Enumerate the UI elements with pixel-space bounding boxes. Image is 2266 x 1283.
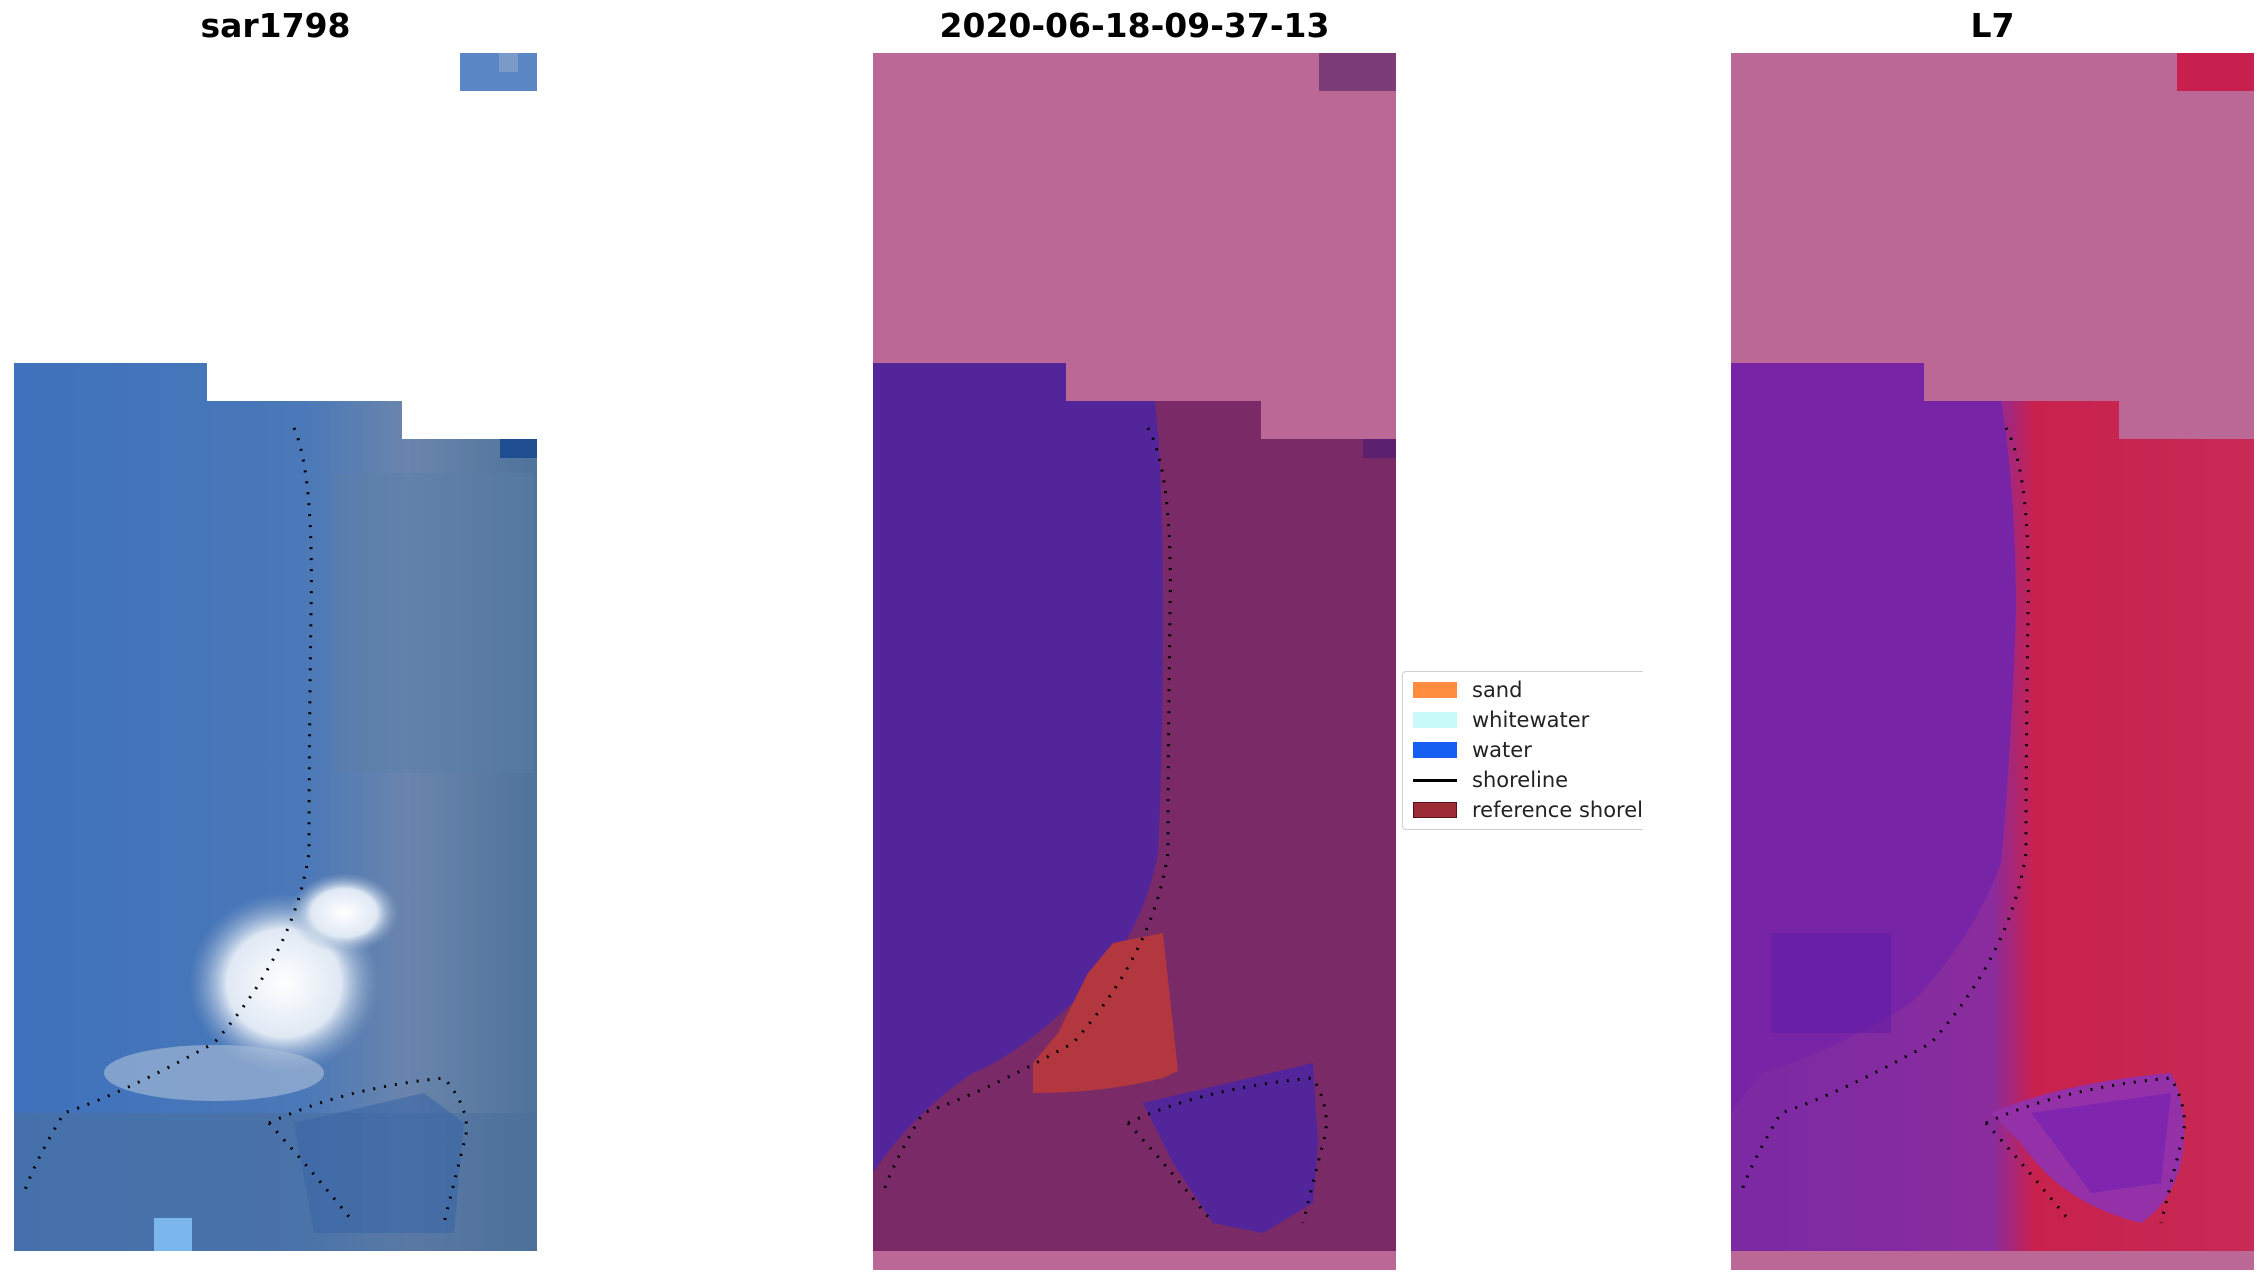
- classified-image: [873, 53, 1396, 1270]
- legend-item-reference-buffer: reference shoreline buffer: [1413, 798, 1643, 822]
- legend-label: reference shoreline buffer: [1472, 798, 1643, 822]
- sand-swatch-icon: [1413, 682, 1457, 698]
- rgb-image: [14, 53, 537, 1251]
- legend-label: water: [1472, 738, 1532, 762]
- buffer-swatch-icon: [1413, 802, 1457, 818]
- panel-title-classified: 2020-06-18-09-37-13: [939, 6, 1330, 45]
- panel-title-rgb: sar1798: [200, 6, 351, 45]
- legend-label: shoreline: [1472, 768, 1569, 792]
- index-image: [1731, 53, 2254, 1270]
- index-image-panel: [1731, 53, 2254, 1270]
- panel-title-ndwi: L7: [1970, 6, 2015, 45]
- legend-item-whitewater: whitewater: [1413, 708, 1589, 732]
- whitewater-swatch-icon: [1413, 712, 1457, 728]
- legend: sand whitewater water shoreline referenc…: [1402, 671, 1643, 830]
- rgb-image-panel: [14, 53, 537, 1270]
- legend-item-shoreline: shoreline: [1413, 768, 1568, 792]
- legend-label: sand: [1472, 678, 1523, 702]
- classified-image-panel: [873, 53, 1396, 1270]
- index-panel-overlap: [1731, 671, 1743, 829]
- legend-item-sand: sand: [1413, 678, 1522, 702]
- legend-item-water: water: [1413, 738, 1532, 762]
- legend-label: whitewater: [1472, 708, 1590, 732]
- shoreline-line-icon: [1413, 778, 1457, 782]
- water-swatch-icon: [1413, 742, 1457, 758]
